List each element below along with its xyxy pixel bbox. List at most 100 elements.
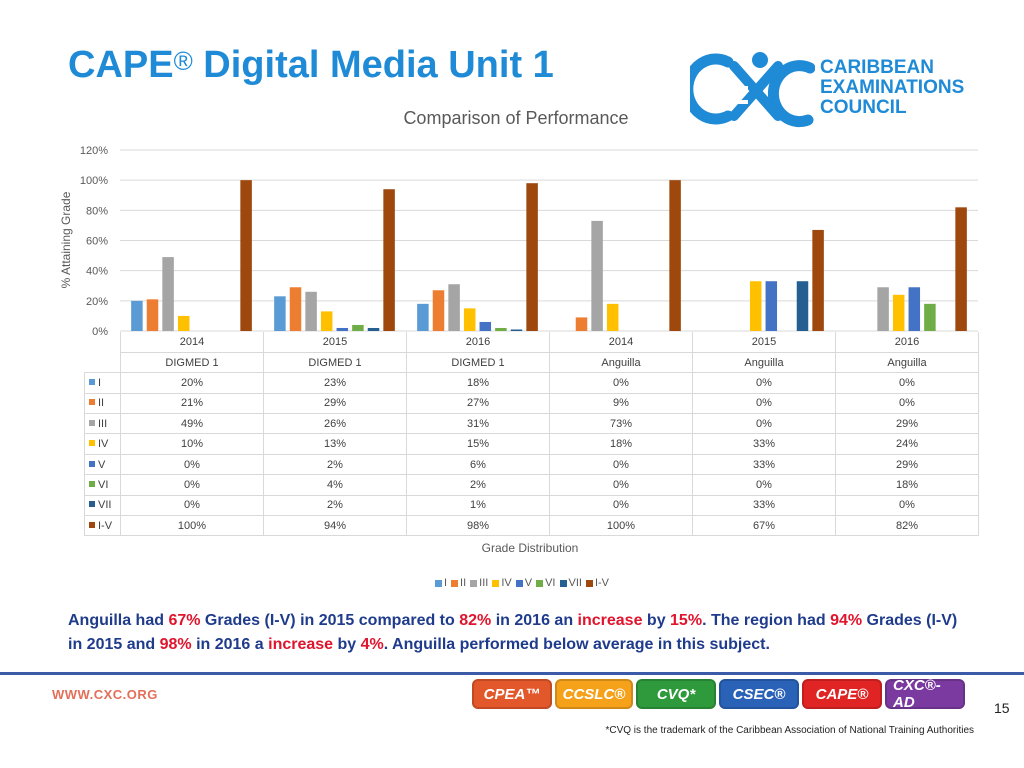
category-group-label: Anguilla [835, 352, 979, 374]
series-label: VI [84, 474, 121, 496]
legend-label: I-V [594, 577, 610, 589]
legend-item: VI [536, 577, 556, 589]
data-label: 10% [120, 433, 264, 455]
bar-vii [796, 281, 809, 331]
category-year-label: 2014 [549, 332, 693, 353]
data-label: 1% [406, 494, 550, 517]
data-label: 0% [120, 474, 264, 496]
data-label: 98% [406, 515, 550, 537]
y-tick-label: 60% [86, 236, 108, 248]
legend-item: III [470, 577, 488, 589]
table-row: VI 0% 4% 2% 0% 0% 18% [84, 474, 979, 496]
bar-i-v [383, 189, 395, 331]
category-group-label: Anguilla [549, 352, 693, 374]
bar-v [479, 321, 492, 331]
table-row: VII 0% 2% 1% 0% 33% 0% [84, 494, 979, 517]
data-label: 0% [549, 453, 693, 476]
series-label: VII [84, 494, 121, 517]
footer-divider [0, 672, 1024, 675]
legend-item: VII [559, 577, 582, 589]
data-label: 49% [120, 413, 264, 435]
bar-iv [463, 308, 476, 331]
bar-vi [495, 327, 507, 331]
table-header-years: 2014 2015 2016 2014 2015 2016 [85, 332, 979, 353]
series-swatch [89, 379, 95, 386]
series-swatch [89, 501, 95, 508]
brand-badge[interactable]: CVQ* [636, 679, 716, 709]
y-tick-label: 100% [80, 175, 108, 187]
data-label: 26% [263, 413, 407, 435]
legend-swatch [492, 579, 500, 587]
data-label: 29% [835, 453, 979, 476]
data-label: 2% [406, 474, 550, 496]
legend-label: II [460, 577, 467, 589]
bar-v [336, 327, 349, 331]
brand-badge[interactable]: CXC®-AD [885, 677, 965, 711]
category-year-label: 2015 [263, 332, 407, 353]
y-tick-label: 40% [86, 266, 108, 278]
bar-chart: 0% 20% 40% 60% 80% 100% 120% % Attaining Grade [59, 145, 978, 338]
brand-badge[interactable]: CAPE® [802, 679, 882, 709]
y-tick-label: 120% [80, 145, 108, 157]
legend-label: V [524, 577, 533, 589]
bar-ii [432, 290, 445, 331]
legend-item: IV [492, 577, 512, 589]
y-axis-title: % Attaining Grade [59, 191, 73, 288]
series-label: I-V [84, 515, 121, 537]
category-year-label: 2016 [406, 332, 550, 353]
legend-item: I-V [585, 577, 610, 589]
data-label: 2% [263, 494, 407, 517]
legend-label: IV [501, 577, 512, 589]
table-row: IV 10% 13% 15% 18% 33% 24% [84, 433, 979, 455]
chart-legend: I II III IV V VI VII I-V [0, 577, 1024, 589]
footer-url[interactable]: WWW.CXC.ORG [52, 687, 158, 702]
data-label: 67% [692, 515, 836, 537]
legend-label: III [479, 577, 489, 589]
bar-ii [146, 299, 159, 331]
summary-caption: Anguilla had 67% Grades (I-V) in 2015 co… [68, 612, 958, 653]
registered-mark: ® [173, 46, 193, 76]
y-tick-label: 0% [92, 326, 108, 338]
data-label: 6% [406, 453, 550, 476]
data-label: 23% [263, 372, 407, 394]
data-label: 94% [263, 515, 407, 537]
legend-item: II [451, 577, 466, 589]
bar-ii [289, 287, 302, 331]
page-title: CAPE® Digital Media Unit 1 [68, 44, 554, 86]
series-label: III [84, 413, 121, 435]
series-swatch [89, 460, 95, 467]
data-label: 27% [406, 392, 550, 415]
data-label: 24% [835, 433, 979, 455]
data-label: 33% [692, 453, 836, 476]
bar-iii [877, 287, 889, 331]
category-group-label: Anguilla [692, 352, 836, 374]
series-label: IV [84, 433, 121, 455]
legend-swatch [451, 579, 459, 587]
data-label: 0% [692, 413, 836, 435]
data-label: 100% [120, 515, 264, 537]
bar-i-v [812, 229, 824, 331]
data-label: 82% [835, 515, 979, 537]
brand-strip: CPEA™ CCSLC® CVQ* CSEC® CAPE® CXC®-AD [472, 677, 965, 711]
series-swatch [89, 419, 95, 426]
brand-badge[interactable]: CCSLC® [555, 679, 633, 709]
brand-badge[interactable]: CPEA™ [472, 679, 552, 709]
data-label: 9% [549, 392, 693, 415]
data-label: 15% [406, 433, 550, 455]
legend-swatch [536, 579, 544, 587]
bar-iii [162, 257, 174, 331]
series-swatch [89, 481, 95, 488]
legend-item: I [434, 577, 447, 589]
bar-i [417, 303, 429, 331]
bar-i [274, 296, 286, 331]
table-row: III 49% 26% 31% 73% 0% 29% [84, 413, 979, 435]
data-label: 33% [692, 433, 836, 455]
category-group-label: DIGMED 1 [263, 352, 407, 374]
legend-swatch [585, 579, 593, 587]
brand-badge[interactable]: CSEC® [719, 679, 799, 709]
data-label: 0% [692, 372, 836, 394]
category-year-label: 2014 [120, 332, 264, 353]
data-table: 2014 2015 2016 2014 2015 2016 DIGMED 1 DIGMED … [84, 332, 979, 537]
bar-iv [320, 311, 333, 331]
data-label: 31% [406, 413, 550, 435]
